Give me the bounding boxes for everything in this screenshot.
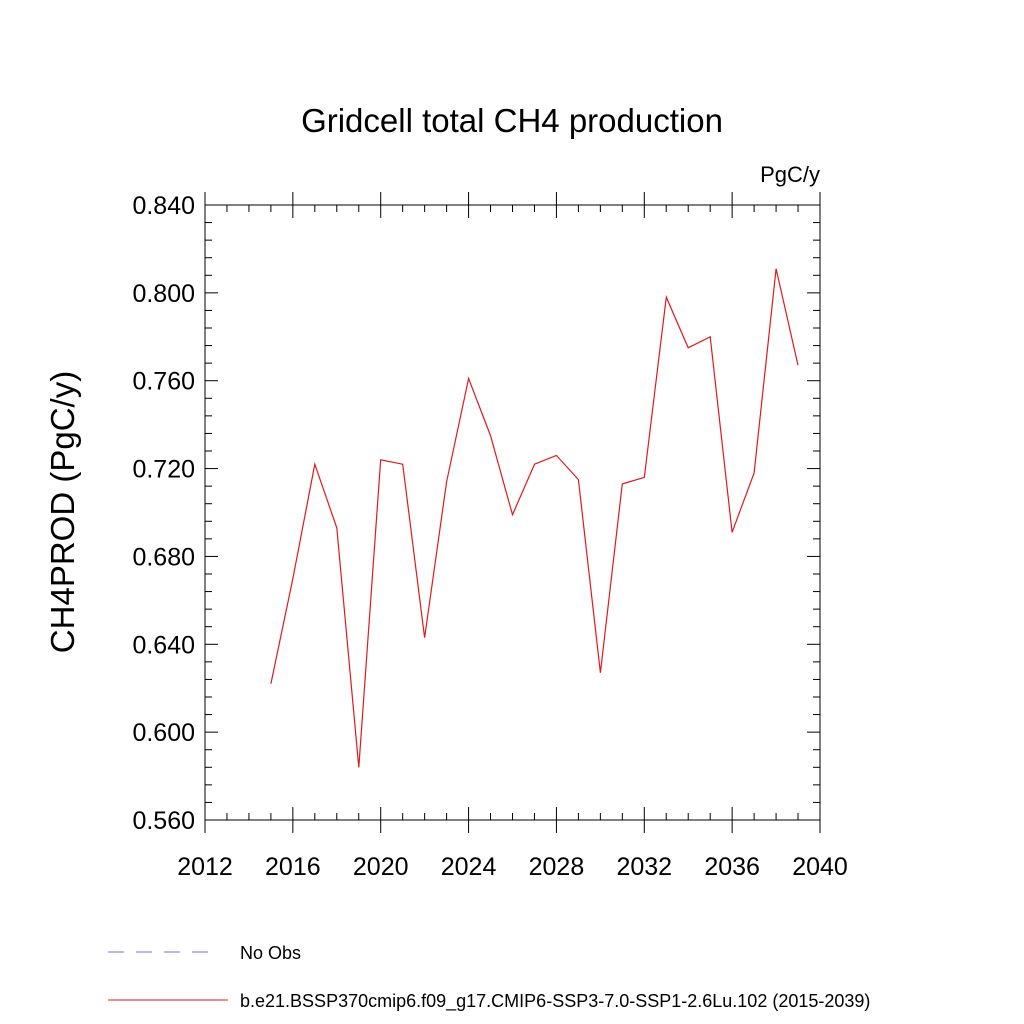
legend-label-0: No Obs [240, 943, 301, 963]
x-tick-label: 2040 [792, 853, 848, 881]
x-tick-label: 2020 [353, 853, 409, 881]
legend-label-1: b.e21.BSSP370cmip6.f09_g17.CMIP6-SSP3-7.… [240, 991, 870, 1012]
y-tick-label: 0.600 [132, 719, 195, 747]
y-tick-label: 0.680 [132, 543, 195, 571]
units-label: PgC/y [760, 162, 820, 187]
y-tick-label: 0.720 [132, 456, 195, 484]
legend: No Obs b.e21.BSSP370cmip6.f09_g17.CMIP6-S… [108, 943, 870, 1012]
x-axis-ticks: 2012 2016 2020 2024 2028 2032 2036 2040 [177, 192, 848, 881]
y-axis-ticks: 0.560 0.600 0.640 0.680 0.720 0.760 0.800 0.840 [132, 192, 820, 835]
series-layer [270, 268, 799, 768]
y-tick-label: 0.840 [132, 192, 195, 220]
x-tick-label: 2036 [704, 853, 760, 881]
x-tick-label: 2024 [441, 853, 497, 881]
chart-title: Gridcell total CH4 production [301, 102, 723, 139]
y-tick-label: 0.760 [132, 368, 195, 396]
y-axis-label: CH4PROD (PgC/y) [44, 371, 81, 653]
y-tick-label: 0.640 [132, 631, 195, 659]
y-tick-label: 0.560 [132, 807, 195, 835]
x-tick-label: 2016 [265, 853, 321, 881]
x-tick-label: 2028 [529, 853, 585, 881]
x-tick-label: 2012 [177, 853, 233, 881]
x-tick-label: 2032 [616, 853, 672, 881]
series-line-0 [270, 268, 799, 768]
y-tick-label: 0.800 [132, 280, 195, 308]
